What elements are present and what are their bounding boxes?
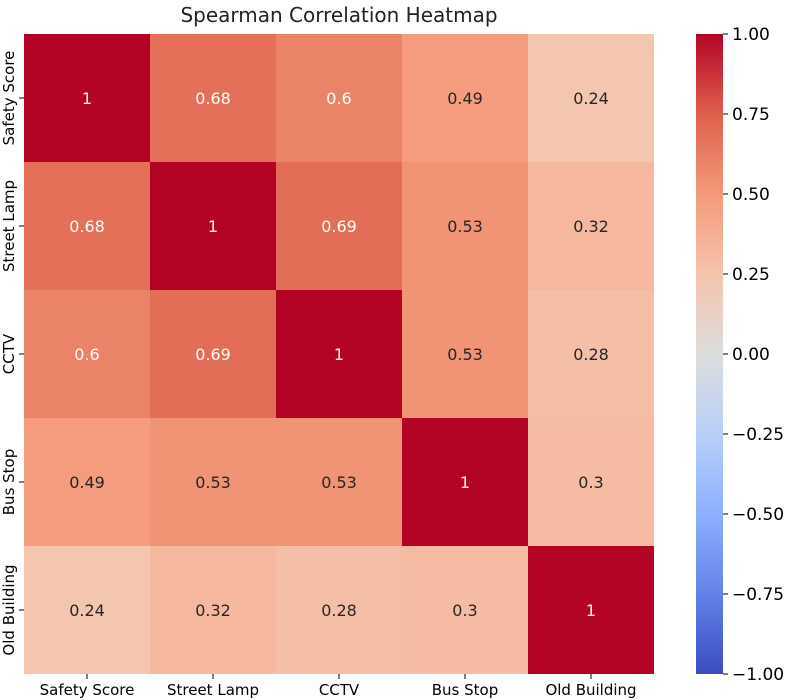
heatmap-cell — [276, 34, 402, 162]
x-axis-tick-label: Street Lamp — [167, 681, 259, 699]
cell-value-label: 1 — [460, 473, 470, 492]
cell-value-label: 0.49 — [69, 473, 105, 492]
heatmap-cell — [150, 546, 276, 674]
cell-value-label: 1 — [334, 345, 344, 364]
y-axis-tick-label: Old Building — [0, 564, 18, 655]
cell-value-label: 0.32 — [195, 601, 231, 620]
cell-value-label: 0.3 — [452, 601, 477, 620]
heatmap-cell — [402, 418, 528, 546]
x-axis-tick-label: Safety Score — [40, 681, 135, 699]
cell-value-label: 0.53 — [195, 473, 231, 492]
colorbar-tick-label: 0.75 — [732, 105, 770, 125]
cell-value-label: 0.68 — [69, 217, 105, 236]
colorbar-tick-label: 0.50 — [732, 185, 770, 205]
y-axis-tick-label: Bus Stop — [0, 449, 18, 515]
heatmap-cell — [24, 34, 150, 162]
heatmap-cell — [276, 418, 402, 546]
cell-value-label: 0.53 — [321, 473, 357, 492]
heatmap-cell — [402, 290, 528, 418]
heatmap-cell — [528, 34, 654, 162]
x-axis-tick-labels: Safety Score Street Lamp CCTV Bus Stop Old B… — [40, 674, 637, 699]
cell-value-label: 1 — [586, 601, 596, 620]
heatmap-cell — [150, 418, 276, 546]
cell-value-label: 1 — [82, 89, 92, 108]
cell-value-label: 0.24 — [573, 89, 609, 108]
heatmap-cell — [24, 418, 150, 546]
heatmap-cell — [402, 162, 528, 290]
colorbar-tick-label: −1.00 — [732, 665, 784, 685]
cell-value-label: 0.49 — [447, 89, 483, 108]
colorbar-tick-label: 1.00 — [732, 25, 770, 45]
heatmap-cell — [402, 34, 528, 162]
colorbar-tick-label: 0.25 — [732, 265, 770, 285]
cell-value-label: 0.24 — [69, 601, 105, 620]
x-axis-tick-label: CCTV — [319, 681, 360, 699]
colorbar-tick-label: −0.50 — [732, 505, 784, 525]
heatmap-cells: 1 0.68 0.6 0.49 0.24 0.68 1 0.69 0.53 0.32 0.6 0.69… — [24, 34, 654, 674]
cell-value-label: 0.53 — [447, 217, 483, 236]
heatmap-cell — [150, 290, 276, 418]
cell-value-label: 0.6 — [74, 345, 99, 364]
cell-value-label: 0.69 — [195, 345, 231, 364]
cell-value-label: 0.28 — [321, 601, 357, 620]
x-axis-tick-label: Bus Stop — [432, 681, 498, 699]
cell-value-label: 0.6 — [326, 89, 351, 108]
cell-value-label: 0.69 — [321, 217, 357, 236]
y-axis-tick-label: CCTV — [0, 333, 18, 374]
cell-value-label: 0.32 — [573, 217, 609, 236]
colorbar-tick-label: −0.75 — [732, 585, 784, 605]
y-axis-tick-label: Safety Score — [0, 51, 18, 146]
heatmap-cell — [276, 290, 402, 418]
cell-value-label: 1 — [208, 217, 218, 236]
cell-value-label: 0.68 — [195, 89, 231, 108]
heatmap-cell — [276, 546, 402, 674]
chart-title: Spearman Correlation Heatmap — [180, 3, 497, 27]
heatmap-cell — [528, 546, 654, 674]
colorbar-gradient — [696, 34, 723, 674]
heatmap-cell — [528, 162, 654, 290]
y-axis-tick-labels: Safety Score Street Lamp CCTV Bus Stop Old B… — [0, 51, 24, 656]
heatmap-cell — [528, 418, 654, 546]
x-axis-tick-label: Old Building — [545, 681, 636, 699]
y-axis-tick-label: Street Lamp — [0, 180, 18, 272]
cell-value-label: 0.28 — [573, 345, 609, 364]
colorbar-tick-label: −0.25 — [732, 425, 784, 445]
heatmap-cell — [528, 290, 654, 418]
heatmap-cell — [24, 290, 150, 418]
heatmap-cell — [24, 162, 150, 290]
colorbar: 1.00 0.75 0.50 0.25 0.00 −0.25 −0.50 −0.75 −1.00 — [696, 25, 784, 685]
heatmap-cell — [24, 546, 150, 674]
heatmap-cell — [276, 162, 402, 290]
colorbar-tick-label: 0.00 — [732, 345, 770, 365]
heatmap-cell — [150, 162, 276, 290]
heatmap-cell — [150, 34, 276, 162]
cell-value-label: 0.3 — [578, 473, 603, 492]
cell-value-label: 0.53 — [447, 345, 483, 364]
heatmap-cell — [402, 546, 528, 674]
